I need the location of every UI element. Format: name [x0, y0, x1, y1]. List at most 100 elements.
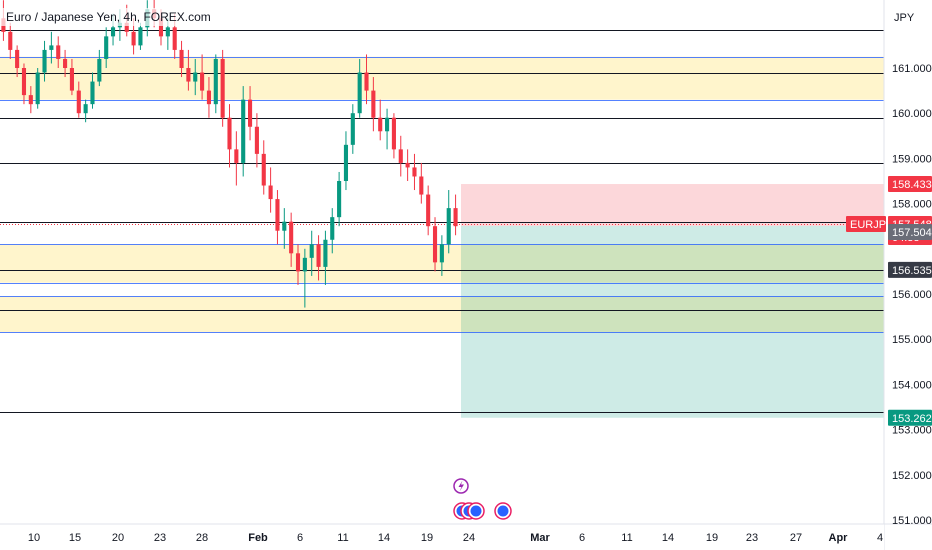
candle-body: [63, 58, 68, 68]
price-tag-take-profit: [888, 409, 932, 426]
x-tick-label: 6: [297, 532, 303, 544]
x-tick-label: 4: [877, 532, 883, 544]
candle-body: [371, 90, 376, 118]
candle-body: [28, 95, 33, 105]
y-tick-label: 154.000: [892, 379, 932, 391]
candle-body: [385, 117, 390, 132]
price-tag-level: [888, 261, 932, 278]
candles-layer: [1, 0, 458, 308]
candle-body: [220, 58, 225, 118]
candle-body: [241, 99, 246, 163]
x-tick-label: Mar: [530, 532, 550, 544]
candle-body: [323, 239, 328, 267]
candle-body: [124, 22, 129, 32]
candle-body: [289, 221, 294, 254]
candle-body: [295, 253, 301, 272]
candle-body: [247, 99, 253, 127]
x-tick-label: Apr: [829, 532, 849, 544]
price-tags: 158.433EURJPY157.54804:38157.504156.5351…: [846, 176, 932, 426]
y-tick-label: 158.000: [892, 199, 932, 211]
events-layer[interactable]: [453, 502, 512, 520]
candle-body: [453, 208, 458, 227]
candle-body: [330, 217, 335, 240]
candle-body: [412, 167, 417, 177]
candle-body: [337, 181, 342, 218]
currency-label: JPY: [894, 12, 915, 24]
candle-body: [56, 45, 61, 59]
x-tick-label: 10: [28, 532, 40, 544]
candle-body: [172, 27, 177, 50]
x-tick-label: 23: [154, 532, 166, 544]
x-tick-label: Feb: [248, 532, 268, 544]
stop-loss-zone[interactable]: [461, 184, 884, 227]
candle-body: [268, 185, 273, 200]
x-tick-label: 6: [579, 532, 585, 544]
x-tick-label: 14: [378, 532, 390, 544]
x-tick-label: 15: [69, 532, 81, 544]
candle-body: [138, 27, 143, 46]
y-tick-label: 160.000: [892, 108, 932, 120]
candle-body: [186, 68, 191, 82]
candle-body: [234, 149, 239, 163]
chart-title: Euro / Japanese Yen, 4h, FOREX.com: [6, 10, 211, 24]
candle-body: [419, 176, 424, 195]
calendar-event-icon[interactable]: [494, 502, 512, 520]
candle-body: [42, 49, 47, 73]
x-tick-label: 14: [662, 532, 674, 544]
price-tag-entry: [888, 224, 932, 241]
candle-body: [316, 244, 321, 267]
candle-body: [104, 36, 109, 59]
candle-body: [391, 117, 396, 150]
y-tick-label: 152.000: [892, 470, 932, 482]
candle-body: [398, 149, 403, 163]
candle-body: [275, 199, 280, 231]
x-tick-label: 11: [337, 532, 348, 544]
candle-body: [110, 27, 116, 37]
title-bg: [0, 8, 180, 26]
y-tick-label: 151.000: [892, 515, 932, 527]
candle-body: [309, 244, 314, 258]
price-tag-stop-loss: [888, 176, 932, 193]
candle-body: [83, 104, 88, 114]
price-tag-label: 156.535: [892, 265, 932, 277]
price-tag-label: EURJPY: [850, 219, 894, 231]
x-tick-label: 27: [790, 532, 802, 544]
candle-body: [213, 58, 218, 105]
candle-body: [158, 18, 164, 37]
x-tick-label: 28: [196, 532, 208, 544]
y-axis-ticks: 161.000 160.000 159.000 158.000 156.000 155.0…: [892, 63, 932, 527]
lightning-icon[interactable]: [453, 478, 469, 494]
x-tick-label: 19: [421, 532, 433, 544]
support-resistance-zone: [0, 296, 884, 333]
candle-body: [97, 58, 102, 82]
candle-body: [426, 194, 431, 227]
candle-body: [350, 113, 355, 145]
candle-body: [446, 208, 451, 245]
x-tick-label: 20: [112, 532, 124, 544]
candle-body: [193, 72, 198, 82]
take-profit-zone[interactable]: [461, 226, 884, 418]
event-dot: [497, 505, 509, 517]
candle-body: [282, 221, 287, 231]
candle-body: [200, 72, 205, 91]
event-dot: [470, 505, 482, 517]
candle-body: [35, 72, 40, 105]
calendar-event-icon[interactable]: [467, 502, 485, 520]
price-tag-symbol: [846, 216, 886, 233]
price-tag-label: 158.433: [892, 179, 932, 191]
x-tick-label: 24: [463, 532, 475, 544]
candle-body: [21, 68, 27, 96]
time-axis-bg[interactable]: [0, 524, 884, 550]
candle-body: [343, 144, 349, 181]
position-layer[interactable]: [461, 184, 884, 418]
x-tick-label: 11: [621, 532, 632, 544]
candle-body: [357, 72, 362, 114]
candle-body: [261, 153, 266, 186]
candle-body: [15, 49, 20, 68]
candle-body: [90, 81, 95, 105]
candle-body: [302, 257, 307, 272]
x-axis-ticks: 10 15 20 23 28 Feb 6 11 14 19 24 Mar 6 11 14 19 23 27 Apr 4: [28, 532, 883, 544]
candle-body: [8, 31, 13, 50]
